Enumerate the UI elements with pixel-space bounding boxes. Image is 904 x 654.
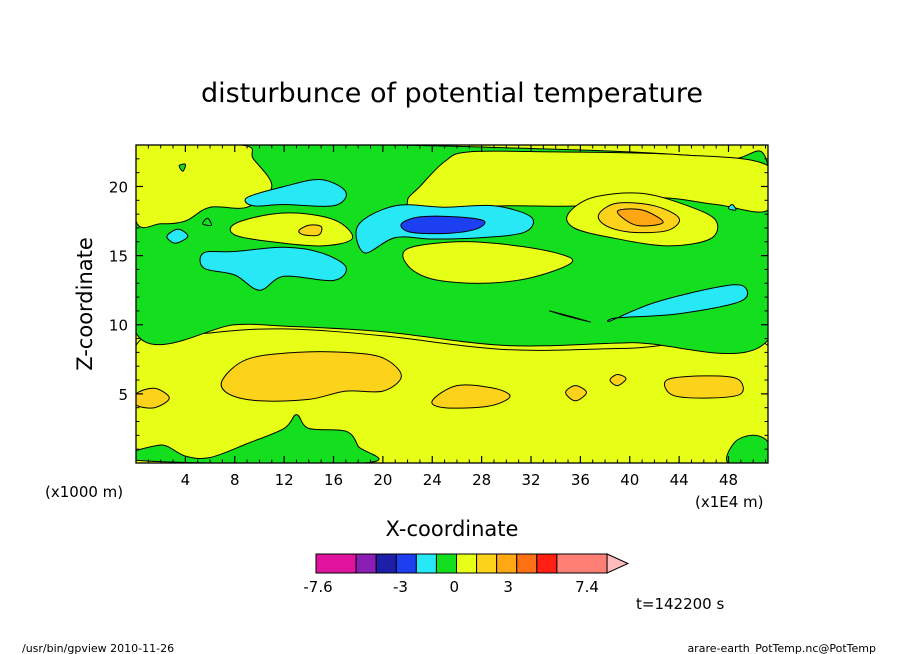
time-label: t=142200 s xyxy=(636,595,724,613)
plot-frame xyxy=(135,144,769,464)
footer-right: arare-earth_PotTemp.nc@PotTemp xyxy=(687,642,876,654)
contour-region-12 xyxy=(229,212,354,247)
contour-region-27 xyxy=(202,217,212,227)
x-axis-label: X-coordinate xyxy=(386,517,519,541)
contour-region-6 xyxy=(565,385,588,402)
contour-region-10 xyxy=(136,145,273,229)
contour-region-26 xyxy=(178,163,187,172)
chart-title: disturbunce of potential temperature xyxy=(201,78,703,109)
contour-regions xyxy=(136,145,768,463)
y-tick-label: 10 xyxy=(109,317,128,335)
colorbar-box-7 xyxy=(476,553,498,574)
colorbar-box-9 xyxy=(516,553,538,574)
colorbar-box-2 xyxy=(375,553,397,574)
colorbar-label: 7.4 xyxy=(575,578,599,596)
y-unit-label: (x1000 m) xyxy=(45,483,123,501)
contour-region-22 xyxy=(166,228,189,244)
colorbar-box-6 xyxy=(456,553,478,574)
x-unit-label: (x1E4 m) xyxy=(695,493,764,511)
colorbar-label: -3 xyxy=(393,578,408,596)
colorbar-box-1 xyxy=(355,553,377,574)
contour-region-2 xyxy=(726,434,768,463)
contour-region-21 xyxy=(400,215,486,235)
x-tick-label: 32 xyxy=(521,471,540,489)
x-tick-label: 28 xyxy=(472,471,491,489)
x-tick-label: 44 xyxy=(670,471,689,489)
x-tick-label: 36 xyxy=(571,471,590,489)
x-tick-label: 16 xyxy=(324,471,343,489)
contour-region-17 xyxy=(298,224,323,237)
x-tick-label: 8 xyxy=(230,471,240,489)
colorbar-box-3 xyxy=(395,553,417,574)
contour-region-5 xyxy=(431,384,511,409)
x-tick-label: 40 xyxy=(620,471,639,489)
contour-region-13 xyxy=(402,241,574,284)
colorbar xyxy=(315,553,630,574)
x-tick-label: 4 xyxy=(181,471,191,489)
contour-region-3 xyxy=(220,351,402,402)
y-axis-label: Z-coordinate xyxy=(73,237,97,371)
contour-region-19 xyxy=(199,246,347,291)
contour-region-8 xyxy=(664,375,744,399)
colorbar-box-4 xyxy=(415,553,437,574)
y-ticks: 5 10 15 20 xyxy=(109,144,768,450)
colorbar-triangle xyxy=(606,553,630,574)
colorbar-box-10 xyxy=(536,553,558,574)
contour-region-18 xyxy=(244,178,347,207)
y-tick-label: 15 xyxy=(109,248,128,266)
colorbar-box-11 xyxy=(556,553,608,574)
colorbar-labels: -7.6 -3 0 3 7.4 xyxy=(303,578,599,596)
contour-region-7 xyxy=(609,373,627,387)
colorbar-box-8 xyxy=(496,553,518,574)
colorbar-label: 0 xyxy=(450,578,460,596)
x-tick-label: 24 xyxy=(423,471,442,489)
contour-region-16 xyxy=(616,208,664,227)
colorbar-label: -7.6 xyxy=(303,578,332,596)
contour-region-25 xyxy=(727,204,737,211)
contour-region-24 xyxy=(548,310,591,323)
contour-region-4 xyxy=(136,387,170,409)
x-tick-label: 12 xyxy=(275,471,294,489)
colorbar-box-0 xyxy=(315,553,357,574)
y-tick-label: 20 xyxy=(109,178,128,196)
contour-region-23 xyxy=(607,284,749,322)
footer-left: /usr/bin/gpview 2010-11-26 xyxy=(22,642,174,654)
colorbar-label: 3 xyxy=(503,578,513,596)
contour-region-1 xyxy=(136,414,380,463)
plot-area xyxy=(136,145,768,463)
x-ticks: 4 8 12 16 20 24 28 32 36 40 44 48 xyxy=(147,145,767,489)
colorbar-box-5 xyxy=(435,553,458,574)
x-tick-label: 48 xyxy=(719,471,738,489)
contour-region-11 xyxy=(406,150,768,213)
x-tick-label: 20 xyxy=(373,471,392,489)
y-tick-label: 5 xyxy=(118,386,128,404)
